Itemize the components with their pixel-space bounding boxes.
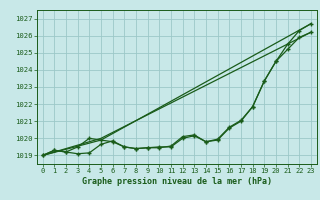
X-axis label: Graphe pression niveau de la mer (hPa): Graphe pression niveau de la mer (hPa) [82, 177, 272, 186]
